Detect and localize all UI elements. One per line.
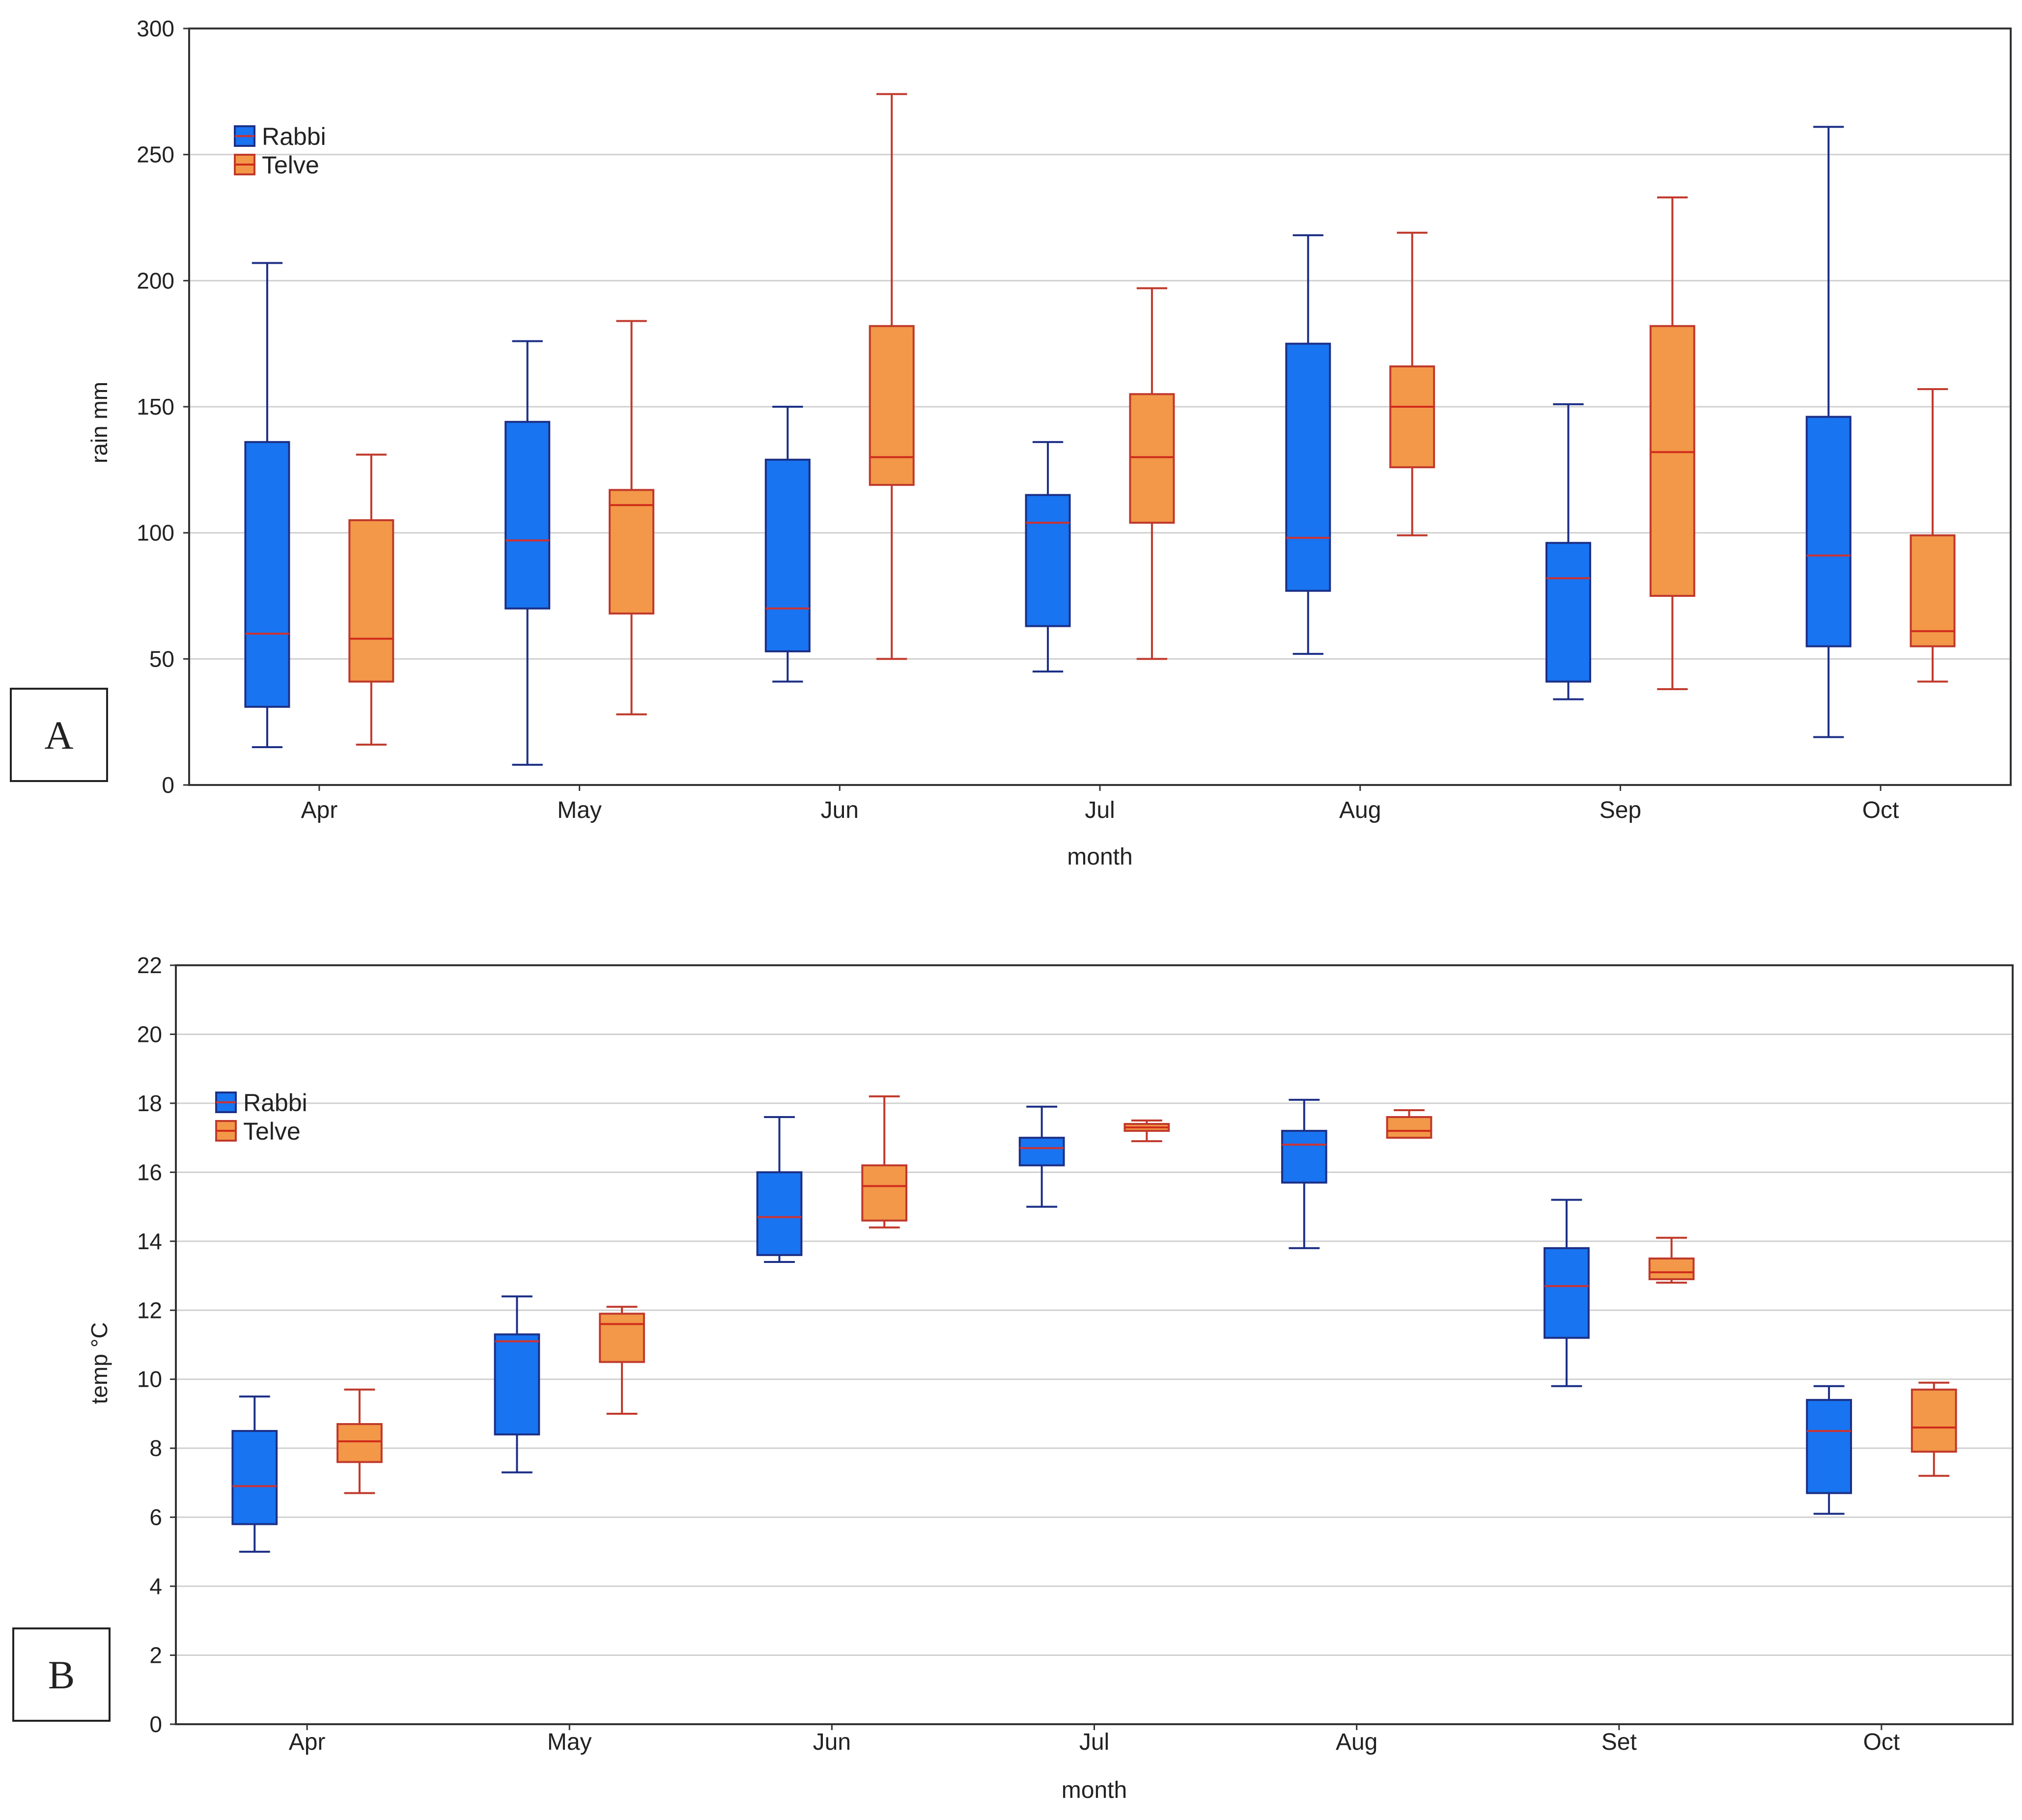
box-telve-jun: [861, 1164, 908, 1222]
series-telve: [337, 1095, 1957, 1494]
x-axis-title: month: [1067, 844, 1132, 870]
y-tick-label: 16: [137, 1159, 162, 1185]
box-rabbi-oct: [1806, 1399, 1852, 1494]
x-tick-label: Aug: [1336, 1729, 1377, 1755]
y-tick-label: 14: [137, 1229, 162, 1254]
box-rabbi-apr: [244, 441, 290, 708]
x-tick-label: May: [557, 797, 602, 823]
x-tick-label: May: [547, 1729, 592, 1755]
box-telve-jun: [869, 325, 915, 486]
y-tick-label: 10: [137, 1367, 162, 1392]
y-tick-label: 12: [137, 1297, 162, 1323]
y-tick-label: 6: [149, 1505, 162, 1530]
y-tick-label: 300: [137, 16, 174, 41]
y-tick-label: 20: [137, 1021, 162, 1047]
box-telve-apr: [337, 1423, 383, 1463]
x-tick-label: Jun: [813, 1729, 851, 1755]
box-rabbi-sep: [1545, 542, 1591, 683]
box-telve-oct: [1910, 534, 1956, 647]
x-axis-title: month: [1062, 1777, 1127, 1803]
series-rabbi: [244, 126, 1852, 766]
series-telve: [348, 93, 1956, 746]
x-tick-label: Jul: [1085, 797, 1115, 823]
box-rabbi-may: [505, 420, 551, 610]
box-rabbi-jun: [764, 458, 811, 652]
x-tick-label: Apr: [301, 797, 338, 823]
y-axis-title: temp °C: [86, 1322, 112, 1404]
box-rabbi-jun: [756, 1171, 803, 1256]
box-rabbi-aug: [1285, 342, 1331, 592]
series-rabbi: [231, 1098, 1852, 1553]
box-telve-set: [1648, 1257, 1695, 1281]
box-rabbi-may: [494, 1333, 540, 1436]
y-tick-label: 8: [149, 1435, 162, 1461]
panel-label: B: [48, 1652, 75, 1697]
legend-label-telve: Telve: [243, 1118, 301, 1145]
y-tick-label: 200: [137, 268, 174, 293]
panel-label-box: [12, 1627, 111, 1722]
y-tick-label: 0: [162, 772, 174, 798]
x-tick-label: Oct: [1862, 797, 1899, 823]
y-tick-label: 22: [137, 952, 162, 978]
x-tick-label: Sep: [1600, 797, 1641, 823]
x-tick-label: Jul: [1079, 1729, 1109, 1755]
y-tick-label: 250: [137, 142, 174, 168]
x-tick-label: Set: [1601, 1729, 1637, 1755]
box-rabbi-jul: [1018, 1137, 1065, 1167]
box-rabbi-aug: [1281, 1130, 1327, 1184]
box-rabbi-oct: [1805, 416, 1852, 647]
box-telve-apr: [348, 519, 394, 683]
box-rabbi-apr: [231, 1430, 278, 1525]
box-telve-sep: [1649, 325, 1695, 597]
box-rabbi-set: [1544, 1247, 1590, 1339]
y-tick-label: 4: [149, 1573, 162, 1599]
y-tick-label: 50: [149, 646, 174, 672]
box-telve-may: [599, 1313, 645, 1363]
x-tick-label: Aug: [1339, 797, 1381, 823]
panel-label-box: [10, 688, 108, 782]
legend-label-rabbi: Rabbi: [262, 123, 326, 150]
box-telve-aug: [1386, 1116, 1432, 1139]
y-tick-label: 0: [149, 1711, 162, 1737]
x-tick-label: Jun: [821, 797, 859, 823]
panel-label: A: [44, 713, 73, 757]
box-rabbi-jul: [1025, 494, 1071, 627]
y-tick-label: 2: [149, 1643, 162, 1668]
box-telve-oct: [1910, 1388, 1957, 1453]
x-tick-label: Apr: [289, 1729, 326, 1755]
y-axis-title: rain mm: [86, 382, 112, 463]
y-tick-label: 18: [137, 1091, 162, 1116]
plot-frame: [175, 964, 2014, 1725]
legend-label-rabbi: Rabbi: [243, 1089, 308, 1117]
y-tick-label: 150: [137, 394, 174, 420]
y-tick-label: 100: [137, 520, 174, 546]
plot-frame: [188, 28, 2012, 786]
box-telve-jul: [1129, 393, 1175, 524]
legend-label-telve: Telve: [262, 151, 319, 179]
x-tick-label: Oct: [1863, 1729, 1900, 1755]
box-telve-aug: [1389, 365, 1435, 469]
box-telve-may: [609, 489, 655, 615]
